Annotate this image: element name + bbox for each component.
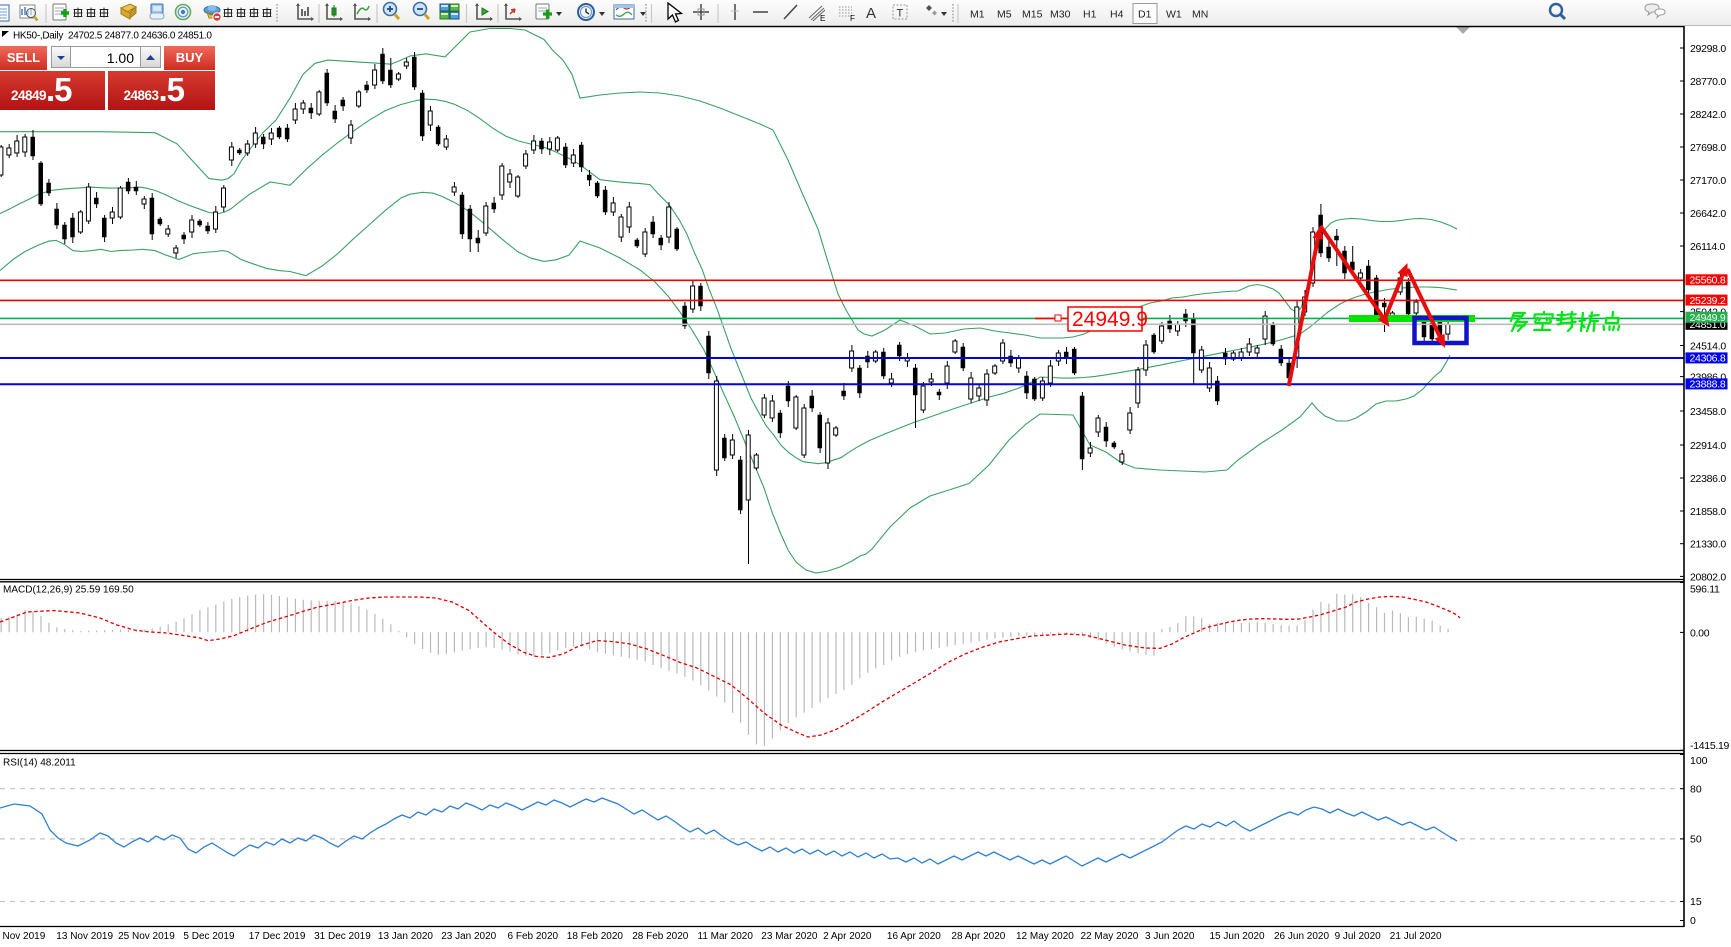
svg-text:Nov 2019: Nov 2019 [3,931,46,942]
svg-text:20802.0: 20802.0 [1690,571,1726,583]
svg-text:13 Jan 2020: 13 Jan 2020 [378,931,433,942]
svg-text:23 Jan 2020: 23 Jan 2020 [441,931,496,942]
svg-text:M30: M30 [1050,9,1071,21]
svg-text:25239.2: 25239.2 [1690,295,1726,307]
svg-text:M15: M15 [1022,9,1043,21]
svg-text:12 May 2020: 12 May 2020 [1016,931,1074,942]
svg-text:28242.0: 28242.0 [1690,109,1726,121]
svg-text:D1: D1 [1138,9,1152,21]
svg-text:H1: H1 [1083,9,1097,21]
svg-text:2 Apr 2020: 2 Apr 2020 [823,931,872,942]
svg-text:28 Feb 2020: 28 Feb 2020 [632,931,689,942]
svg-text:22 May 2020: 22 May 2020 [1081,931,1139,942]
svg-text:16 Apr 2020: 16 Apr 2020 [887,931,941,942]
svg-text:31 Dec 2019: 31 Dec 2019 [314,931,371,942]
svg-text:24306.8: 24306.8 [1690,353,1726,365]
svg-text:11 Mar 2020: 11 Mar 2020 [698,931,754,942]
svg-text:15: 15 [1690,896,1702,908]
svg-text:13 Nov 2019: 13 Nov 2019 [56,931,113,942]
svg-text:0: 0 [1690,915,1696,927]
svg-text:6 Feb 2020: 6 Feb 2020 [508,931,559,942]
svg-text:25560.8: 25560.8 [1690,275,1726,287]
svg-text:22914.0: 22914.0 [1690,440,1726,452]
svg-text:24949.9: 24949.9 [1072,308,1148,331]
svg-text:26114.0: 26114.0 [1690,241,1726,253]
svg-text:RSI(14) 48.2011: RSI(14) 48.2011 [3,758,76,769]
svg-text:29298.0: 29298.0 [1690,43,1726,55]
svg-text:27698.0: 27698.0 [1690,142,1726,154]
svg-text:0.00: 0.00 [1690,627,1710,639]
svg-text:HK50-,Daily 24702.5 24877.0 2: HK50-,Daily 24702.5 24877.0 24636.0 2485… [13,31,212,42]
svg-text:21 Jul 2020: 21 Jul 2020 [1390,931,1442,942]
svg-text:M5: M5 [997,9,1012,21]
svg-text:50: 50 [1690,834,1702,846]
svg-text:23458.0: 23458.0 [1690,406,1726,418]
svg-text:22386.0: 22386.0 [1690,473,1726,485]
svg-text:21330.0: 21330.0 [1690,539,1726,551]
svg-text:MN: MN [1192,9,1208,21]
svg-text:18 Feb 2020: 18 Feb 2020 [567,931,624,942]
svg-text:27170.0: 27170.0 [1690,175,1726,187]
svg-text:15 Jun 2020: 15 Jun 2020 [1210,931,1265,942]
svg-text:100: 100 [1690,755,1708,767]
svg-text:3 Jun 2020: 3 Jun 2020 [1145,931,1195,942]
svg-text:A: A [866,5,876,22]
svg-text:E: E [820,14,825,23]
svg-text:M1: M1 [970,9,985,21]
svg-text:26642.0: 26642.0 [1690,208,1726,220]
svg-text:9 Jul 2020: 9 Jul 2020 [1335,931,1382,942]
svg-text:17 Dec 2019: 17 Dec 2019 [249,931,306,942]
svg-text:25 Nov 2019: 25 Nov 2019 [118,931,175,942]
svg-text:596.11: 596.11 [1690,584,1720,596]
svg-text:F: F [850,14,855,23]
svg-text:5 Dec 2019: 5 Dec 2019 [183,931,235,942]
svg-text:80: 80 [1690,784,1702,796]
svg-text:21858.0: 21858.0 [1690,506,1726,518]
svg-text:26 Jun 2020: 26 Jun 2020 [1274,931,1329,942]
svg-text:28770.0: 28770.0 [1690,76,1726,88]
svg-text:-1415.19: -1415.19 [1690,740,1730,752]
svg-text:H4: H4 [1110,9,1124,21]
svg-text:28 Apr 2020: 28 Apr 2020 [951,931,1005,942]
svg-text:W1: W1 [1166,9,1182,21]
svg-text:23888.8: 23888.8 [1690,379,1726,391]
svg-text:MACD(12,26,9) 25.59 169.50: MACD(12,26,9) 25.59 169.50 [3,585,134,596]
svg-text:T: T [897,8,904,20]
svg-text:24514.0: 24514.0 [1690,341,1726,353]
svg-text:23 Mar 2020: 23 Mar 2020 [761,931,818,942]
svg-text:24949.9: 24949.9 [1690,312,1726,324]
